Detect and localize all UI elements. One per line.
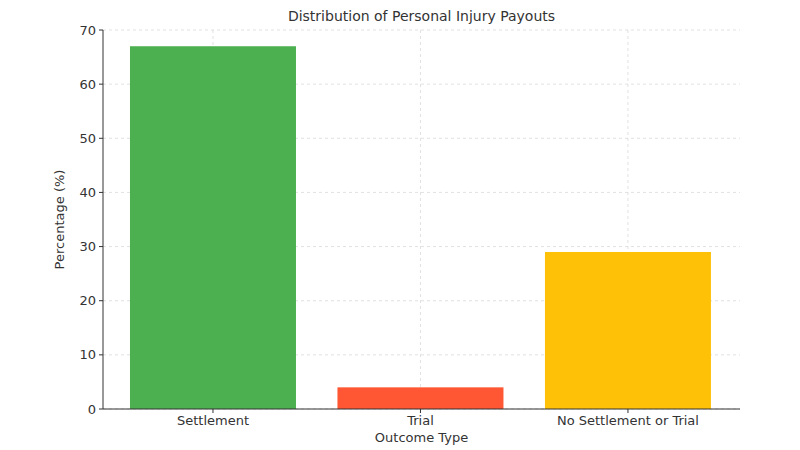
y-tick xyxy=(99,30,103,31)
y-tick-label: 20 xyxy=(79,293,96,308)
y-tick-label: 60 xyxy=(79,77,96,92)
x-axis-label: Outcome Type xyxy=(375,430,468,445)
y-tick-label: 0 xyxy=(88,402,96,417)
y-tick-label: 50 xyxy=(79,131,96,146)
bars xyxy=(130,46,711,409)
y-tick-label: 40 xyxy=(79,185,96,200)
x-tick-label: Settlement xyxy=(177,413,249,428)
y-grid-line xyxy=(103,409,740,410)
y-axis-line xyxy=(103,30,104,409)
y-tick xyxy=(99,246,103,247)
x-tick-label: No Settlement or Trial xyxy=(557,413,699,428)
y-grid-line xyxy=(103,30,740,31)
y-tick xyxy=(99,354,103,355)
bar xyxy=(130,46,296,409)
chart-svg: 0 10 20 30 40 50 60 70 Settlement Trial No Settlem… xyxy=(0,0,800,450)
chart-title: Distribution of Personal Injury Payouts xyxy=(288,8,555,24)
bar xyxy=(337,387,503,409)
y-tick-label: 30 xyxy=(79,239,96,254)
y-tick xyxy=(99,138,103,139)
y-tick xyxy=(99,192,103,193)
y-tick xyxy=(99,409,103,410)
y-tick-label: 10 xyxy=(79,347,96,362)
x-tick-label: Trial xyxy=(406,413,434,428)
bar xyxy=(545,252,711,409)
x-grid-line xyxy=(420,30,421,409)
x-axis-line xyxy=(103,409,740,410)
y-tick xyxy=(99,300,103,301)
y-tick-label: 70 xyxy=(79,23,96,38)
y-tick xyxy=(99,84,103,85)
y-axis-label: Percentage (%) xyxy=(52,170,67,270)
chart-container: 0 10 20 30 40 50 60 70 Settlement Trial No Settlem… xyxy=(0,0,800,450)
